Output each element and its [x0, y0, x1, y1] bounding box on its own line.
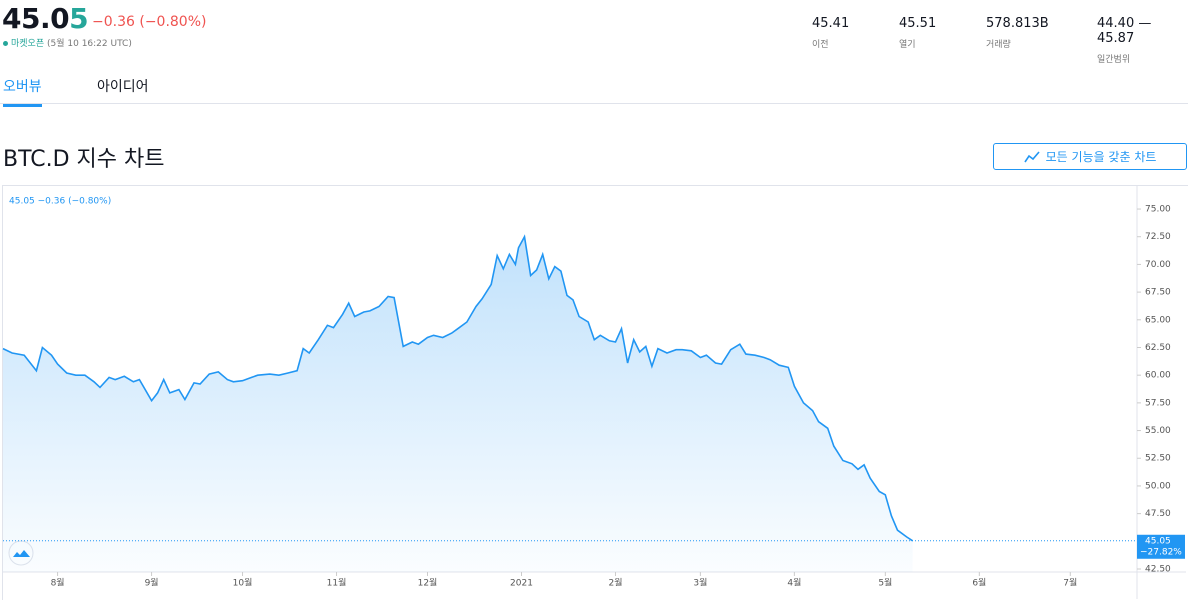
market-status: 마켓오픈 (5월 10 16:22 UTC): [3, 36, 132, 49]
y-tick-label: 42.50: [1145, 565, 1171, 575]
stat-label: 일간범위: [1097, 55, 1131, 65]
stat-value: 578.813B: [986, 16, 1049, 31]
stat: 578.813B 거래량: [986, 16, 1049, 50]
last-price-label: 45.05: [1145, 536, 1171, 546]
tab[interactable]: 오버뷰: [3, 76, 42, 107]
y-tick-label: 70.00: [1145, 260, 1171, 270]
y-tick-label: 72.50: [1145, 232, 1171, 242]
change-label: −27.82%: [1140, 547, 1182, 557]
stat-label: 열기: [899, 40, 916, 50]
x-tick-label: 4월: [787, 577, 801, 589]
button-label: 모든 기능을 갖춘 차트: [1045, 150, 1157, 164]
y-tick-label: 50.00: [1145, 481, 1171, 491]
change: −0.36 (−0.80%): [92, 14, 207, 30]
x-tick-label: 11월: [327, 577, 347, 589]
y-tick-label: 60.00: [1145, 371, 1171, 381]
x-tick-label: 6월: [972, 577, 986, 589]
x-tick-label: 9월: [145, 577, 159, 589]
y-tick-label: 65.00: [1145, 315, 1171, 325]
stat-value: 45.51: [899, 16, 937, 31]
x-tick-label: 2021: [510, 579, 533, 589]
y-tick-label: 47.50: [1145, 509, 1171, 519]
x-tick-label: 10월: [233, 577, 253, 589]
stat-value: 45.41: [812, 16, 850, 31]
stat-label: 거래량: [986, 40, 1011, 50]
legend: 45.05 −0.36 (−0.80%): [9, 197, 111, 207]
icon: [1023, 150, 1040, 162]
price: 45.05: [2, 2, 89, 35]
area: [3, 236, 913, 572]
y-tick-label: 75.00: [1145, 205, 1171, 215]
x-tick-label: 2월: [608, 577, 622, 589]
time: (5월 10 16:22 UTC): [47, 39, 132, 49]
section-title: BTC.D 지수 차트: [3, 147, 165, 172]
x-tick-label: 3월: [693, 577, 707, 589]
stat: 45.51 열기: [899, 16, 936, 50]
status: 마켓오픈: [11, 39, 45, 49]
stat: 45.41 이전: [812, 16, 849, 50]
x-tick-label: 5월: [878, 577, 892, 589]
stat-label: 이전: [812, 40, 829, 50]
last-price-tag: [1137, 534, 1185, 559]
y-tick-label: 52.50: [1145, 454, 1171, 464]
y-tick-label: 62.50: [1145, 343, 1171, 353]
divider: [0, 103, 1188, 104]
y-tick-label: 57.50: [1145, 398, 1171, 408]
x-tick-label: 8월: [51, 577, 65, 589]
chart-frame: [2, 185, 1188, 600]
y-tick-label: 55.00: [1145, 426, 1171, 436]
full-chart-button[interactable]: 모든 기능을 갖춘 차트: [993, 143, 1187, 170]
x-tick-label: 12월: [418, 577, 438, 589]
stat-value: 44.40 — 45.87: [1097, 16, 1152, 46]
line: [2, 234, 914, 542]
stat: 44.40 — 45.87 일간범위: [1097, 16, 1188, 65]
x-tick-label: 7월: [1063, 577, 1077, 589]
tab[interactable]: 아이디어: [97, 79, 149, 95]
y-tick-label: 67.50: [1145, 288, 1171, 298]
